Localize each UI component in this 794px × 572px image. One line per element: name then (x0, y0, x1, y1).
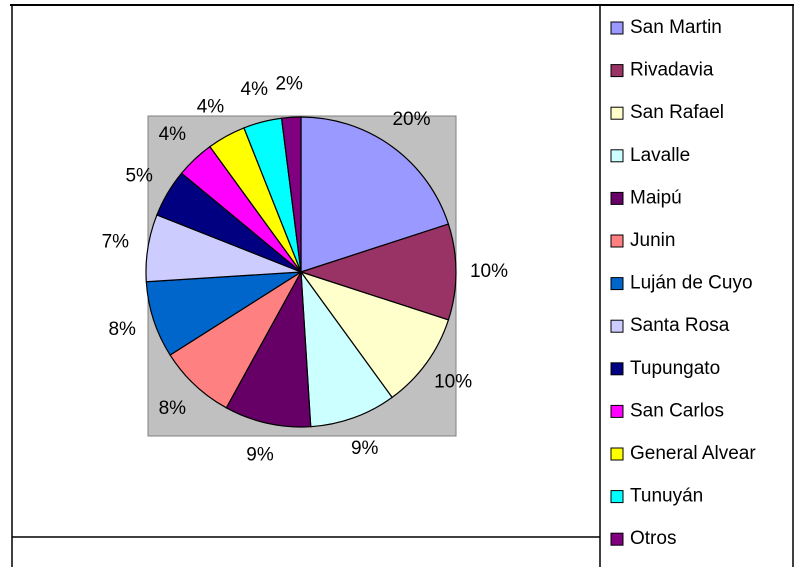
legend-label: Rivadavia (630, 60, 714, 81)
legend-label: San Rafael (630, 102, 724, 123)
data-label: 8% (108, 319, 136, 340)
pie-slice (300, 269, 393, 428)
legend-label: San Carlos (630, 400, 724, 421)
pie-slice (299, 223, 457, 321)
data-label: 4% (241, 79, 269, 100)
legend-swatch (610, 490, 624, 504)
pie-slice (225, 269, 312, 428)
legend-swatch (610, 319, 624, 333)
data-label: 4% (197, 96, 225, 117)
legend-label: San Martin (630, 17, 722, 38)
data-label: 8% (159, 398, 187, 419)
data-label: 7% (102, 232, 130, 253)
data-label: 5% (125, 165, 153, 186)
legend-label: Tupungato (630, 358, 720, 379)
legend-label: General Alvear (630, 443, 756, 464)
data-label: 10% (470, 261, 508, 282)
data-label: 9% (246, 444, 274, 465)
legend-swatch (610, 21, 624, 35)
legend-swatch (610, 149, 624, 163)
data-label: 9% (351, 438, 379, 459)
data-label: 4% (159, 124, 187, 145)
legend-label: Maipú (630, 187, 682, 208)
legend-swatch (610, 64, 624, 78)
legend-label: Tunuyán (630, 486, 703, 507)
legend-swatch (610, 362, 624, 376)
legend-swatch (610, 191, 624, 205)
legend-label: Luján de Cuyo (630, 273, 753, 294)
legend-swatch (610, 106, 624, 120)
legend-label: Otros (630, 528, 676, 549)
legend-label: Lavalle (630, 145, 690, 166)
legend-swatch (610, 234, 624, 248)
legend-label: Santa Rosa (630, 315, 730, 336)
data-label: 10% (434, 372, 472, 393)
legend-swatch (610, 532, 624, 546)
pie-slice (299, 270, 450, 399)
pie-slice (280, 116, 302, 273)
legend-label: Junin (630, 230, 675, 251)
legend-swatch (610, 447, 624, 461)
legend-swatch (610, 277, 624, 291)
data-label: 2% (275, 73, 303, 94)
legend-swatch (610, 404, 624, 418)
data-label: 20% (392, 109, 430, 130)
pie-slice (300, 116, 450, 273)
